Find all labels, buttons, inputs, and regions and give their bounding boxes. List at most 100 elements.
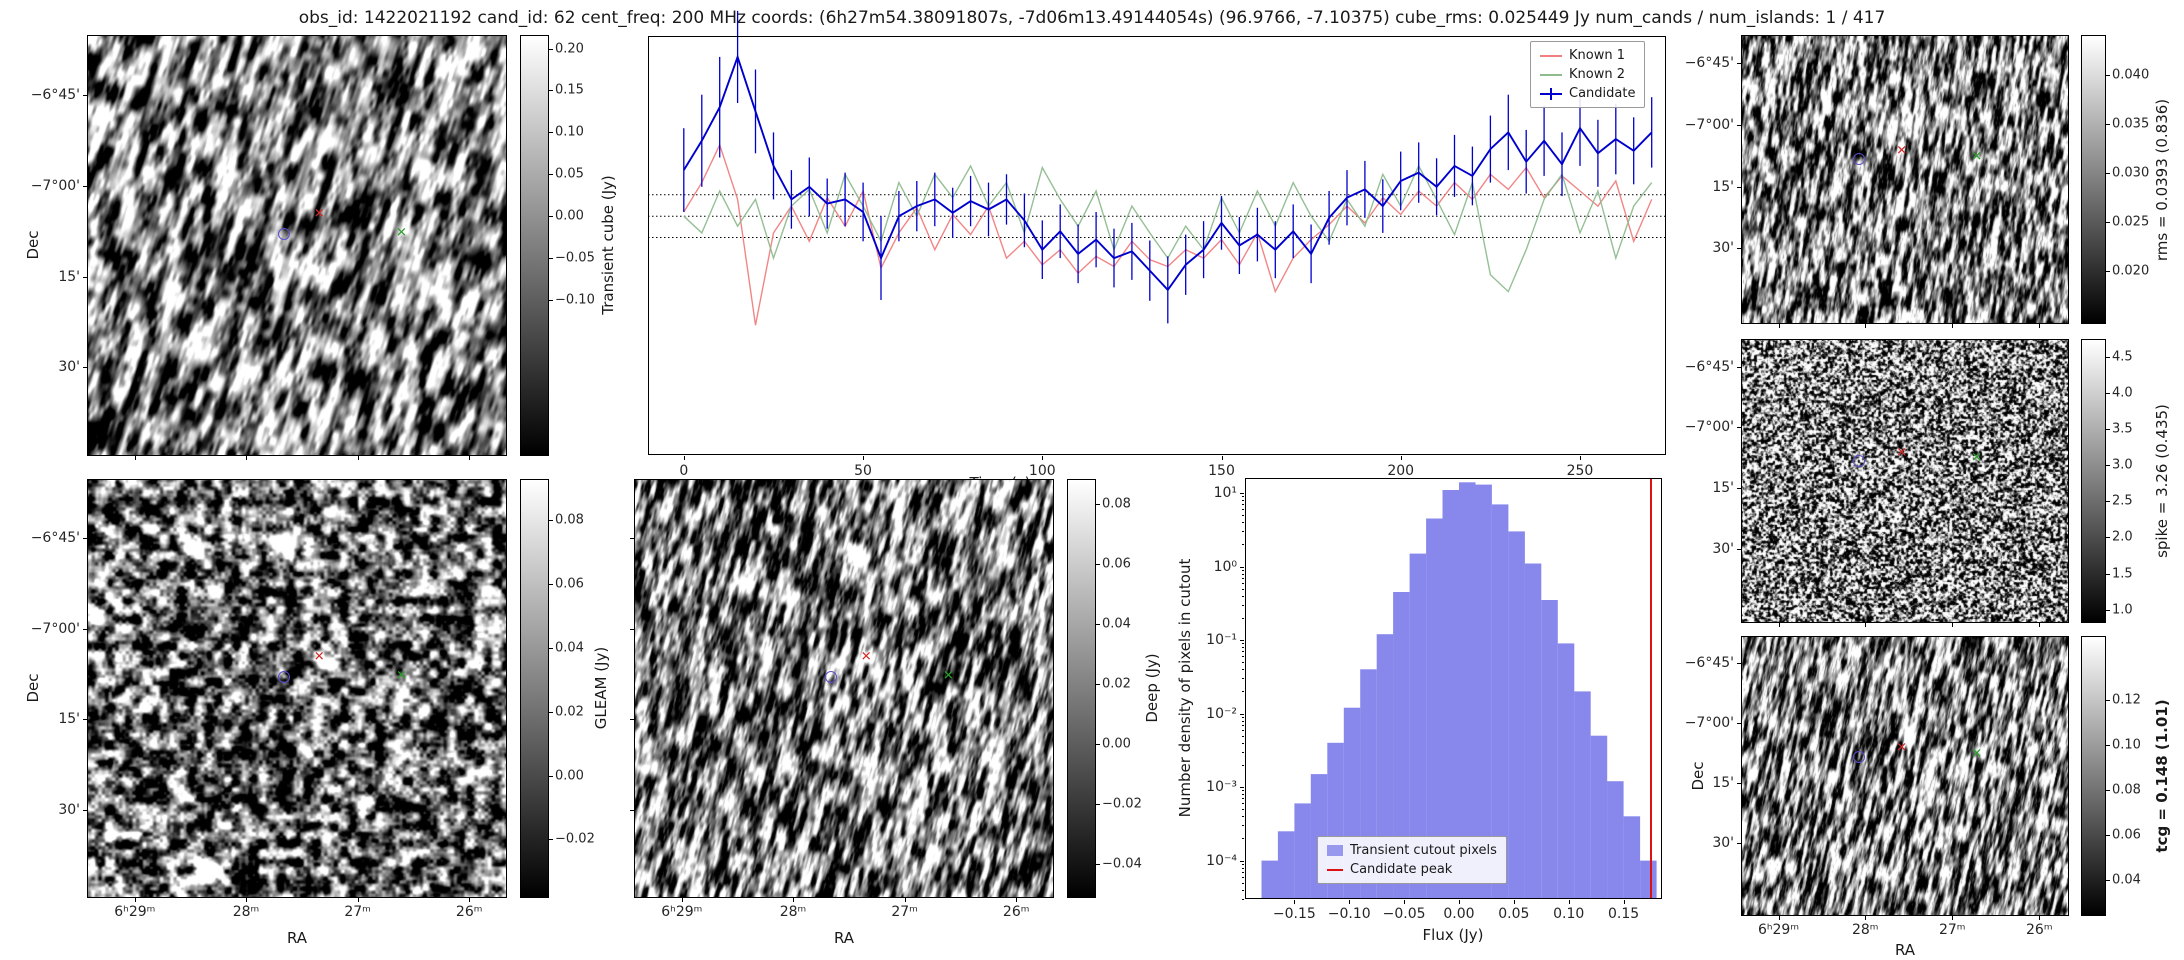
- legend-item-cutout-pixels: Transient cutout pixels: [1327, 843, 1497, 858]
- tcg-colorbar-tick-label: 0.10: [2112, 737, 2141, 753]
- histogram-y-minor-tick: [1242, 500, 1244, 502]
- histogram-y-tick: [1240, 787, 1244, 789]
- histogram-bar: [1426, 518, 1443, 899]
- histogram-y-minor-tick: [1242, 643, 1244, 645]
- tcg-colorbar: [2081, 636, 2106, 916]
- histogram-y-minor-tick: [1242, 742, 1244, 744]
- spike-colorbar-tick: [2106, 537, 2110, 539]
- deep-colorbar-tick: [1096, 804, 1100, 805]
- spike-colorbar-tick-label: 4.5: [2112, 349, 2133, 365]
- gleam-dec-tick: [83, 628, 87, 630]
- histogram-x-tick-label: −0.05: [1382, 906, 1426, 922]
- histogram-y-minor-tick: [1242, 573, 1244, 575]
- histogram-y-minor-tick: [1242, 803, 1244, 805]
- tcg-ra-tick: [1778, 916, 1780, 920]
- gleam-cutout-image: [87, 479, 507, 898]
- gleam-colorbar-tick: [549, 583, 553, 585]
- tcg-colorbar-tick-label: 0.08: [2112, 782, 2141, 798]
- gleam-colorbar-tick: [549, 519, 553, 521]
- histogram-y-minor-tick: [1242, 577, 1244, 579]
- spike-colorbar-tick-label: 2.0: [2112, 529, 2133, 545]
- histogram-bar: [1640, 860, 1657, 899]
- histogram-bar: [1623, 816, 1641, 899]
- lightcurve-x-tick-label: 150: [1208, 463, 1235, 479]
- deep-ra-tick-label: 28ᵐ: [779, 904, 807, 920]
- spike-ra-tick: [1865, 623, 1867, 627]
- cube-colorbar-tick: [549, 299, 553, 301]
- spike-ra-tick: [1778, 623, 1780, 627]
- histogram-bar: [1491, 504, 1509, 899]
- spike-colorbar-tick-label: 4.0: [2112, 385, 2133, 401]
- histogram-y-minor-tick: [1242, 716, 1244, 718]
- cube-dec-tick: [83, 367, 87, 369]
- gleam-dec-tick-label: −6°45': [30, 530, 80, 547]
- gleam-dec-tick-label: −7°00': [30, 620, 80, 637]
- rms-dec-tick-label: 30': [1712, 240, 1734, 257]
- cube-colorbar-tick: [549, 48, 553, 50]
- rms-colorbar-tick: [2106, 75, 2110, 77]
- histogram-y-minor-tick: [1242, 531, 1244, 533]
- histogram-y-minor-tick: [1242, 889, 1244, 891]
- gleam-colorbar-tick-label: −0.02: [555, 831, 595, 847]
- spike-dec-tick: [1737, 366, 1741, 368]
- histogram-y-minor-tick: [1242, 651, 1244, 653]
- dec-axis-label-tcg: Dec: [1689, 761, 1707, 791]
- lightcurve-x-tick-label: 100: [1028, 463, 1056, 479]
- rms-dec-tick: [1737, 248, 1741, 250]
- tcg-dec-tick: [1737, 663, 1741, 665]
- rms-ra-tick: [1865, 324, 1867, 328]
- lightcurve-x-tick: [1400, 456, 1402, 460]
- histogram-y-tick-label: 10⁻⁴: [1206, 852, 1237, 869]
- histogram-bar: [1261, 860, 1278, 899]
- deep-ra-tick-label: 6ʰ29ᵐ: [661, 904, 703, 920]
- spike-dec-tick: [1737, 488, 1741, 490]
- histogram-y-minor-tick: [1242, 522, 1244, 524]
- histogram-y-tick: [1240, 860, 1244, 862]
- gleam-ra-tick-label: 26ᵐ: [455, 904, 483, 920]
- gleam-known1-marker: ✕: [313, 649, 325, 665]
- histogram-y-tick-label: 10¹: [1213, 485, 1237, 501]
- rms-colorbar-tick: [2106, 173, 2110, 175]
- tcg-colorbar-tick-label: 0.12: [2112, 692, 2141, 708]
- lightcurve-x-tick-label: 0: [679, 463, 689, 479]
- tcg-known2-marker: ✕: [1971, 746, 1983, 762]
- cube-colorbar-tick-label: 0.10: [555, 124, 584, 140]
- deep-colorbar-tick: [1096, 684, 1100, 685]
- histogram-y-minor-tick: [1242, 569, 1244, 571]
- cube-colorbar-tick-label: 0.20: [555, 41, 584, 57]
- histogram-y-minor-tick: [1242, 809, 1244, 811]
- histogram-y-minor-tick: [1242, 816, 1244, 818]
- lightcurve-x-tick: [683, 456, 685, 460]
- spike-candidate-marker: [1853, 455, 1866, 468]
- tcg-colorbar-tick: [2106, 834, 2110, 836]
- cube-dec-tick-label: 30': [58, 359, 80, 376]
- rms-colorbar-tick: [2106, 222, 2110, 224]
- cube-ra-tick: [469, 456, 471, 460]
- histogram-y-minor-tick: [1242, 724, 1244, 726]
- tcg-colorbar-tick: [2106, 789, 2110, 791]
- dec-axis-label-gleam: Dec: [24, 673, 42, 703]
- histogram-y-minor-tick: [1242, 876, 1244, 878]
- cube-dec-tick: [83, 185, 87, 187]
- histogram-y-minor-tick: [1242, 794, 1244, 796]
- tcg-dec-tick-label: −7°00': [1684, 715, 1734, 732]
- histogram-y-tick-label: 10⁻²: [1206, 705, 1237, 722]
- gleam-dec-tick: [83, 538, 87, 540]
- known2-line-swatch: [1540, 73, 1562, 76]
- spike-dec-tick-label: 30': [1712, 540, 1734, 557]
- lightcurve-x-tick: [1042, 456, 1044, 460]
- histogram-bar: [1393, 592, 1410, 899]
- gleam-ra-tick: [246, 898, 247, 902]
- spike-ra-tick: [1952, 623, 1954, 627]
- legend-label-known1: Known 1: [1569, 48, 1625, 63]
- cutout-pixels-swatch: [1327, 845, 1343, 856]
- gleam-ra-tick-label: 27ᵐ: [344, 904, 371, 920]
- rms-colorbar-tick-label: 0.025: [2112, 214, 2150, 230]
- cube-dec-tick: [83, 94, 87, 96]
- deep-ra-tick: [681, 898, 683, 902]
- cube-known2-marker: ✕: [396, 225, 407, 241]
- cube-colorbar: [520, 35, 549, 456]
- deep-dec-tick: [630, 538, 634, 540]
- histogram-bar: [1508, 531, 1525, 899]
